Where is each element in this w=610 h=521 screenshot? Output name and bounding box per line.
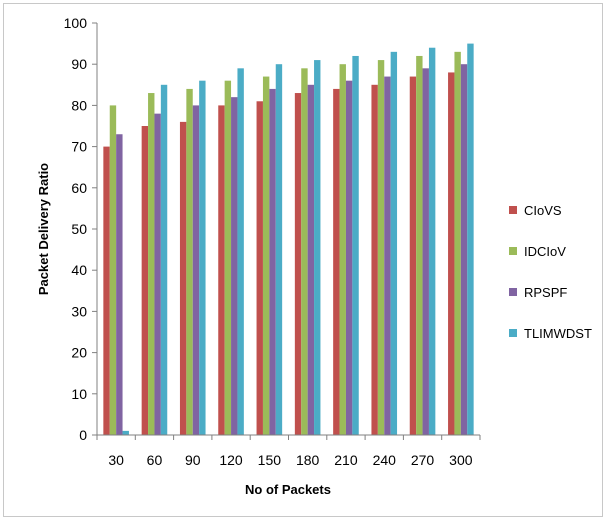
bar-idciov-300: [454, 51, 461, 436]
x-tick-label: 150: [258, 452, 282, 468]
bar-tlimwdst-30: [122, 430, 129, 435]
bar-ciovs-60: [141, 126, 149, 435]
bar-tlimwdst-180: [314, 60, 321, 435]
x-tick-label: 60: [147, 452, 163, 468]
y-tick-label: 30: [71, 303, 87, 319]
bar-idciov-270: [416, 55, 423, 436]
x-tick-label: 120: [219, 452, 243, 468]
bar-idciov-90: [186, 88, 193, 436]
x-tick-label: 180: [296, 452, 320, 468]
bar-rpspf-60: [154, 113, 161, 435]
x-tick-label: 90: [185, 452, 201, 468]
legend-swatch-tlimwdst: [509, 329, 517, 337]
bar-idciov-150: [262, 76, 270, 435]
bar-rpspf-150: [269, 88, 276, 436]
y-tick-label: 0: [79, 427, 87, 443]
bar-rpspf-180: [307, 84, 315, 436]
legend-label-ciovs: CIoVS: [524, 203, 562, 218]
bar-ciovs-150: [256, 101, 263, 435]
bar-tlimwdst-300: [467, 43, 474, 435]
bar-tlimwdst-270: [428, 47, 436, 435]
x-tick-label: 300: [449, 452, 473, 468]
bar-idciov-240: [377, 60, 385, 435]
legend-swatch-rpspf: [509, 288, 517, 296]
x-axis-title: No of Packets: [245, 482, 331, 497]
x-ticks-group: 30 60 90 120 150 180 210 240 270 300: [96, 435, 481, 468]
y-tick-label: 10: [71, 386, 87, 402]
bar-ciovs-210: [333, 88, 340, 436]
chart-frame: 0 10 20 30 40 50 60 70 80 90 100 30 60 90 120 150 180 21…: [3, 3, 603, 517]
y-axis-title: Packet Delivery Ratio: [36, 163, 51, 295]
bar-rpspf-240: [384, 76, 391, 435]
bar-ciovs-270: [409, 76, 417, 435]
bar-ciovs-120: [218, 105, 225, 436]
legend-label-tlimwdst: TLIMWDST: [524, 326, 592, 341]
y-tick-label: 50: [71, 221, 87, 237]
x-tick-label: 270: [411, 452, 435, 468]
y-tick-label: 70: [71, 139, 87, 155]
bars-group: [103, 43, 474, 436]
bar-tlimwdst-60: [160, 84, 168, 436]
bar-idciov-210: [339, 64, 346, 435]
bar-rpspf-90: [192, 105, 200, 436]
legend-label-idciov: IDCIoV: [524, 244, 566, 259]
bar-idciov-30: [109, 105, 117, 436]
y-tick-label: 60: [71, 180, 87, 196]
bar-rpspf-270: [422, 68, 429, 435]
x-tick-label: 30: [108, 452, 124, 468]
bar-rpspf-300: [460, 64, 468, 435]
bar-tlimwdst-240: [390, 51, 398, 436]
legend: CIoVS IDCIoV RPSPF TLIMWDST: [509, 203, 592, 341]
legend-swatch-idciov: [509, 247, 517, 255]
bar-rpspf-30: [116, 134, 123, 436]
bar-tlimwdst-90: [199, 80, 206, 436]
bar-ciovs-180: [294, 93, 302, 435]
bar-idciov-60: [148, 93, 155, 435]
y-tick-label: 80: [71, 97, 87, 113]
y-ticks-group: 0 10 20 30 40 50 60 70 80 90 100: [64, 15, 97, 443]
bar-rpspf-120: [231, 97, 238, 435]
bar-idciov-180: [301, 68, 308, 435]
legend-swatch-ciovs: [509, 206, 517, 214]
bar-ciovs-90: [179, 121, 187, 435]
x-tick-label: 210: [334, 452, 358, 468]
bar-rpspf-210: [345, 80, 353, 436]
legend-label-rpspf: RPSPF: [524, 285, 567, 300]
bar-idciov-120: [224, 80, 232, 436]
y-tick-label: 100: [64, 15, 88, 31]
y-tick-label: 90: [71, 56, 87, 72]
bar-ciovs-30: [103, 146, 110, 435]
bar-tlimwdst-150: [275, 64, 283, 435]
bar-ciovs-240: [371, 84, 378, 436]
x-tick-label: 240: [373, 452, 397, 468]
bar-chart: 0 10 20 30 40 50 60 70 80 90 100 30 60 90 120 150 180 21…: [36, 15, 592, 497]
y-tick-label: 20: [71, 345, 87, 361]
y-tick-label: 40: [71, 262, 87, 278]
bar-tlimwdst-210: [352, 55, 359, 436]
bar-ciovs-300: [448, 72, 455, 435]
bar-tlimwdst-120: [237, 68, 244, 435]
